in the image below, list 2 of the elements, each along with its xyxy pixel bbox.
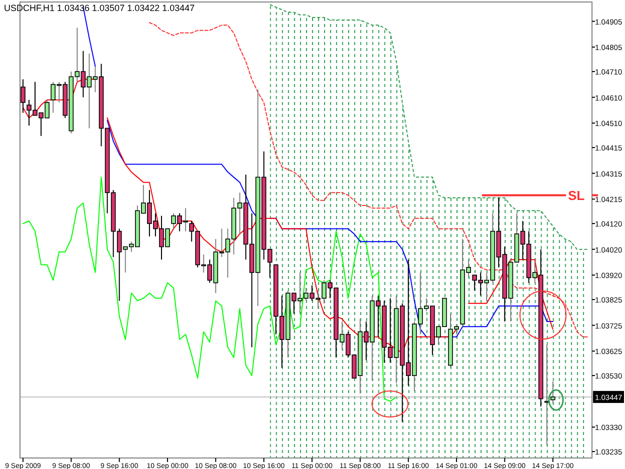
chart-title: USDCHF,H1 1.03436 1.03507 1.03422 1.03447 [4,3,195,13]
ref-line-label: SL [568,188,585,204]
